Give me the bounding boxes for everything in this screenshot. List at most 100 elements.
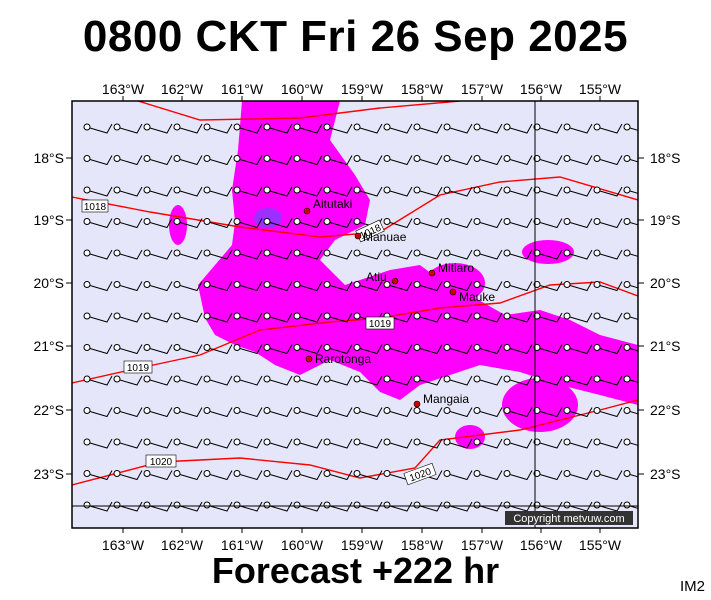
place-label-atiu: Atiu [366, 270, 387, 284]
wind-barb-staff [179, 249, 203, 260]
lon-label-top-159w: 159°W [340, 81, 384, 97]
wind-barb-station [323, 470, 331, 477]
wind-barb-staff [509, 312, 533, 323]
wind-barb-station [143, 218, 151, 225]
wind-barb-station [473, 375, 481, 383]
wind-barb-station [263, 407, 271, 414]
wind-barb-staff [599, 438, 623, 449]
wind-barb-station [113, 407, 121, 414]
wind-barb-staff [389, 344, 413, 355]
wind-barb-staff [119, 218, 143, 229]
wind-barb-station [353, 501, 361, 509]
wind-barb-staff [89, 123, 113, 134]
wind-barb-station [83, 249, 91, 257]
wind-barb-staff [329, 281, 353, 292]
wind-barb-station [593, 155, 601, 162]
wind-barb-station [413, 281, 421, 288]
copyright-text: Copyright metvuw.com [513, 513, 624, 525]
wind-barb-station [323, 312, 331, 320]
wind-barb-station [233, 344, 241, 351]
lat-label-left-19s: 19°S [33, 212, 64, 228]
isobar-label-1018-a: 1018 [84, 202, 107, 213]
wind-barb-station [623, 218, 631, 225]
wind-barb-staff [629, 159, 638, 163]
wind-barb-station [593, 344, 601, 351]
wind-barb-station [353, 186, 361, 194]
wind-barb-staff [599, 407, 623, 418]
wind-barb-station [353, 407, 361, 414]
wind-barb-staff [509, 375, 533, 386]
wind-barb-staff [269, 501, 293, 512]
wind-barb-staff [629, 316, 638, 320]
wind-barb-station [383, 470, 391, 477]
wind-barb-staff [179, 407, 203, 418]
wind-barb-station [323, 249, 331, 257]
wind-barb-station [203, 312, 211, 320]
wind-barb-station [473, 155, 481, 162]
wind-barb-staff [119, 123, 143, 134]
wind-barb-station [623, 155, 631, 162]
wind-barb-staff [269, 470, 293, 481]
wind-barb-station [233, 375, 241, 383]
wind-barb-staff [329, 123, 353, 134]
wind-barb-station [503, 218, 511, 225]
wind-barb-station [473, 123, 481, 131]
wind-barb-staff [479, 123, 503, 134]
lat-label-right-22s: 22°S [650, 402, 681, 418]
wind-barb-staff [239, 501, 263, 512]
wind-barb-staff [119, 249, 143, 260]
wind-barb-staff [179, 155, 203, 166]
wind-barb-staff [239, 218, 263, 229]
lon-label-top-163w: 163°W [101, 81, 145, 97]
place-dot-rarotonga [305, 355, 313, 363]
wind-barb-station [443, 470, 451, 477]
wind-barb-station [593, 407, 601, 414]
wind-barb-station [563, 249, 571, 257]
wind-barb-staff [479, 312, 503, 323]
wind-barb-station [83, 281, 91, 288]
wind-barb-station [203, 123, 211, 131]
wind-barb-station [233, 281, 241, 288]
wind-barb-staff [179, 123, 203, 134]
wind-barb-station [413, 438, 421, 446]
wind-barb-station [83, 312, 91, 320]
wind-barb-staff [149, 218, 173, 229]
wind-barb-staff [539, 407, 563, 418]
wind-barb-staff [509, 249, 533, 260]
wind-barb-staff [449, 438, 473, 449]
wind-barb-staff [449, 281, 473, 292]
map-frame [71, 100, 639, 529]
lon-label-top-160w: 160°W [280, 81, 324, 97]
wind-barb-staff [569, 155, 593, 166]
wind-barb-station [593, 312, 601, 320]
lon-label-top-161w: 161°W [220, 81, 264, 97]
wind-barb-station [233, 123, 241, 131]
wind-barb-station [503, 344, 511, 351]
wind-barb-station [383, 438, 391, 446]
lon-label-bottom-155w: 155°W [578, 537, 622, 553]
wind-barb-staff [509, 344, 533, 355]
wind-barb-station [443, 501, 451, 509]
wind-barb-station [353, 123, 361, 131]
wind-barb-station [173, 281, 181, 288]
image-code: IM2 [679, 578, 705, 595]
wind-barb-staff [509, 123, 533, 134]
wind-barb-staff [449, 470, 473, 481]
wind-barb-staff [329, 186, 353, 197]
lat-label-left-23s: 23°S [33, 466, 64, 482]
wind-barb-station [383, 249, 391, 257]
isobar-label-1019-b: 1019 [369, 319, 392, 330]
map-title: 0800 CKT Fri 26 Sep 2025 [82, 12, 629, 61]
wind-barb-station [593, 470, 601, 477]
wind-barb-station [623, 344, 631, 351]
wind-barb-staff [389, 501, 413, 512]
wind-barb-staff [89, 470, 113, 481]
wind-barb-staff [329, 501, 353, 512]
wind-barb-staff [299, 438, 323, 449]
wind-barb-station [323, 501, 331, 509]
wind-barb-station [143, 438, 151, 446]
wind-barb-station [473, 312, 481, 320]
wind-barb-staff [179, 470, 203, 481]
wind-barbs [83, 123, 638, 512]
wind-barb-staff [419, 312, 443, 323]
